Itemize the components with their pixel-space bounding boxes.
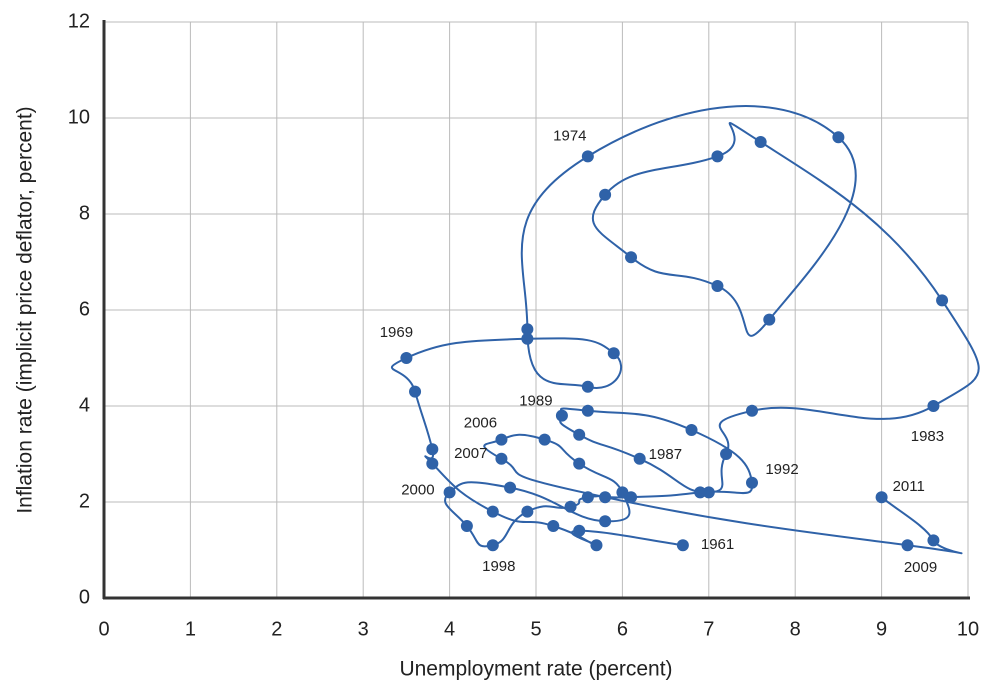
data-point	[746, 476, 758, 489]
data-point	[936, 294, 949, 307]
data-point	[573, 428, 586, 441]
data-point	[694, 486, 707, 499]
data-point	[460, 520, 473, 532]
data-point	[573, 457, 586, 470]
data-point	[573, 524, 586, 537]
x-tick-label: 8	[790, 618, 801, 640]
y-tick-label: 8	[79, 202, 90, 224]
x-tick-label: 9	[876, 618, 887, 640]
data-point	[711, 280, 724, 292]
data-point	[495, 452, 508, 465]
data-point	[875, 491, 888, 504]
data-point	[927, 534, 940, 547]
x-tick-label: 0	[98, 618, 109, 640]
data-point	[486, 505, 499, 518]
data-point	[901, 539, 914, 552]
data-point	[486, 539, 499, 552]
data-point	[443, 486, 456, 499]
data-point	[504, 481, 517, 494]
data-point	[521, 332, 534, 345]
data-point	[754, 136, 767, 148]
point-label: 1998	[482, 558, 515, 575]
data-point	[400, 352, 413, 364]
data-point	[927, 400, 940, 412]
point-label: 2007	[454, 445, 487, 462]
point-label: 2011	[893, 478, 925, 495]
data-point	[547, 520, 560, 532]
point-label: 1989	[519, 393, 552, 410]
data-point	[599, 515, 612, 528]
point-label: 1969	[380, 324, 413, 341]
x-axis-label: Unemployment rate (percent)	[399, 658, 672, 681]
data-point	[555, 409, 568, 422]
data-point	[599, 188, 612, 201]
data-point	[521, 323, 534, 336]
data-point	[711, 150, 724, 163]
y-tick-label: 6	[79, 298, 90, 320]
y-tick-label: 12	[68, 10, 90, 32]
x-tick-label: 3	[358, 618, 369, 640]
x-tick-label: 6	[617, 618, 628, 640]
data-point	[564, 500, 577, 513]
data-point	[763, 313, 776, 326]
data-point	[832, 131, 845, 144]
data-point	[521, 505, 534, 518]
point-label: 2000	[401, 481, 434, 498]
x-tick-label: 2	[271, 618, 282, 640]
y-tick-label: 0	[79, 586, 90, 608]
point-label: 2006	[464, 415, 497, 432]
data-point	[538, 433, 551, 446]
y-axis-label: Inflation rate (implicit price deflator,…	[14, 106, 37, 513]
data-point	[581, 380, 594, 393]
point-label: 1974	[553, 127, 586, 144]
trajectory-line	[391, 105, 980, 555]
x-tick-label: 5	[530, 618, 541, 640]
data-point	[607, 347, 620, 360]
data-point	[590, 539, 603, 552]
data-point	[625, 251, 638, 264]
data-point	[581, 150, 594, 163]
data-point	[426, 443, 439, 456]
data-point	[685, 424, 698, 436]
data-point	[702, 486, 715, 499]
y-tick-label: 4	[79, 394, 90, 416]
data-point	[426, 457, 439, 470]
x-tick-label: 7	[703, 618, 714, 640]
data-point	[720, 448, 733, 460]
point-label: 1961	[701, 536, 734, 553]
data-point	[633, 452, 646, 465]
data-point	[746, 404, 758, 417]
data-point	[676, 539, 689, 552]
x-tick-label: 1	[185, 618, 196, 640]
data-point	[409, 385, 422, 398]
data-point	[495, 433, 508, 446]
y-tick-label: 2	[79, 490, 90, 512]
point-label: 1983	[911, 428, 944, 445]
data-point	[581, 491, 594, 504]
x-tick-label: 10	[957, 618, 979, 640]
point-label: 1992	[765, 461, 798, 478]
point-label: 1987	[649, 446, 682, 463]
x-tick-label: 4	[444, 618, 455, 640]
y-tick-label: 10	[68, 106, 90, 128]
data-point	[599, 491, 612, 504]
data-point	[616, 486, 629, 499]
data-point	[581, 404, 594, 417]
point-label: 2009	[904, 559, 937, 576]
